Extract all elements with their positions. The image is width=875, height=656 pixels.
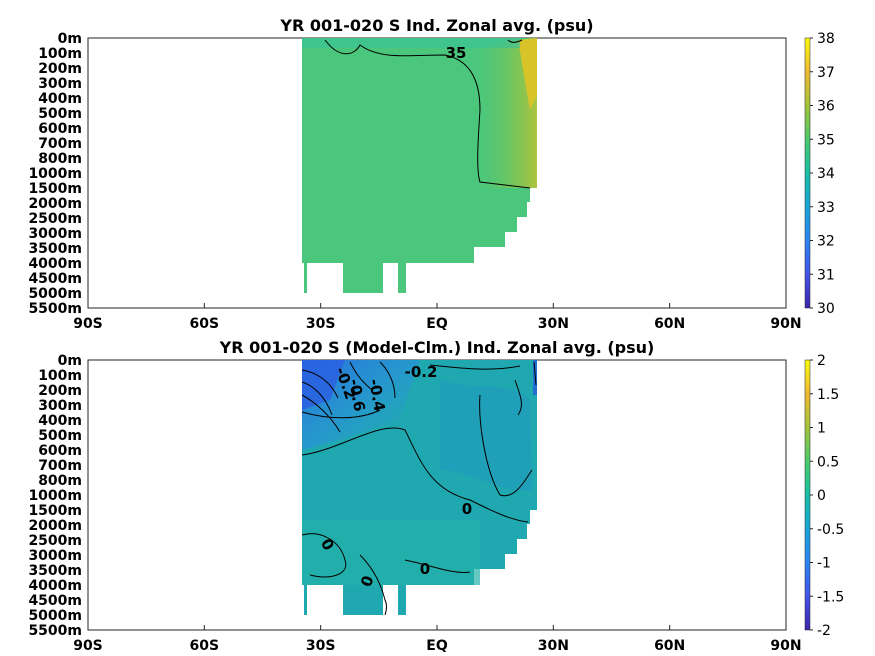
y-tick-label: 1000m [28, 488, 82, 504]
y-tick-label: 300m [38, 398, 82, 414]
x-tick-label: EQ [426, 316, 448, 332]
x-tick-label: EQ [426, 638, 448, 654]
y-tick-label: 200m [38, 61, 82, 77]
y-tick-label: 4500m [28, 593, 82, 609]
y-tick-label: 300m [38, 76, 82, 92]
x-tick-label: 90S [73, 638, 103, 654]
y-tick-label: 400m [38, 91, 82, 107]
y-tick-label: 200m [38, 383, 82, 399]
y-tick-label: 2000m [28, 196, 82, 212]
y-tick-label: 3500m [28, 563, 82, 579]
panel2-title: YR 001-020 S (Model-Clm.) Ind. Zonal avg… [219, 338, 655, 357]
colorbar-tick-label: 1.5 [817, 387, 839, 403]
y-tick-label: 3500m [28, 241, 82, 257]
colorbar-tick-label: 1 [817, 421, 826, 437]
y-tick-label: 700m [38, 136, 82, 152]
y-tick-label: 5000m [28, 608, 82, 624]
x-tick-label: 60S [190, 638, 220, 654]
x-tick-label: 90N [770, 316, 801, 332]
colorbar-tick-label: -2 [817, 623, 831, 639]
panel1-colorbar-ticks: 30 31 32 33 34 35 36 37 38 [810, 31, 835, 317]
y-tick-label: 3000m [28, 548, 82, 564]
panel2-contour-label: -0.4 [365, 377, 388, 412]
colorbar-tick-label: 35 [817, 132, 835, 148]
colorbar-tick-label: 37 [817, 65, 835, 81]
colorbar-tick-label: 2 [817, 353, 826, 369]
colorbar-tick-label: 38 [817, 31, 835, 47]
x-tick-label: 30N [538, 316, 569, 332]
y-tick-label: 500m [38, 428, 82, 444]
y-tick-label: 100m [38, 46, 82, 62]
y-tick-label: 5500m [28, 623, 82, 639]
y-tick-label: 800m [38, 473, 82, 489]
y-tick-label: 2500m [28, 533, 82, 549]
colorbar-tick-label: 0.5 [817, 454, 839, 470]
y-tick-label: 1000m [28, 166, 82, 182]
panel2-contour-label: -0.6 [345, 377, 368, 412]
y-tick-label: 3000m [28, 226, 82, 242]
y-tick-label: 5500m [28, 301, 82, 317]
panel1-x-tick-labels: 90S 60S 30S EQ 30N 60N 90N [73, 303, 802, 332]
colorbar-tick-label: -0.5 [817, 522, 844, 538]
colorbar-tick-label: 33 [817, 200, 835, 216]
x-tick-label: 90N [770, 638, 801, 654]
panel1-salinity-field [302, 38, 537, 293]
y-tick-label: 500m [38, 106, 82, 122]
y-tick-label: 0m [58, 353, 82, 369]
y-tick-label: 700m [38, 458, 82, 474]
y-tick-label: 1500m [28, 181, 82, 197]
panel1-contour-label: 35 [446, 44, 467, 62]
y-tick-label: 2000m [28, 518, 82, 534]
panel2-contour-label: 0 [462, 500, 472, 518]
panel2-contour-label: 0 [420, 560, 430, 578]
y-tick-label: 400m [38, 413, 82, 429]
colorbar-tick-label: 31 [817, 267, 835, 283]
x-tick-label: 30S [306, 638, 336, 654]
colorbar-tick-label: -1.5 [817, 589, 844, 605]
y-tick-label: 4000m [28, 256, 82, 272]
x-tick-label: 60N [654, 638, 685, 654]
y-tick-label: 0m [58, 31, 82, 47]
x-tick-label: 30S [306, 316, 336, 332]
y-tick-label: 1500m [28, 503, 82, 519]
x-tick-label: 90S [73, 316, 103, 332]
y-tick-label: 600m [38, 443, 82, 459]
x-tick-label: 60S [190, 316, 220, 332]
y-tick-label: 100m [38, 368, 82, 384]
y-tick-label: 5000m [28, 286, 82, 302]
panel2-colorbar-ticks: -2 -1.5 -1 -0.5 0 0.5 1 1.5 2 [810, 353, 844, 639]
panel1-contours [324, 39, 531, 189]
colorbar-tick-label: -1 [817, 556, 831, 572]
colorbar-tick-label: 30 [817, 301, 835, 317]
colorbar-tick-label: 34 [817, 166, 835, 182]
colorbar-tick-label: 32 [817, 234, 835, 250]
y-tick-label: 4500m [28, 271, 82, 287]
x-tick-label: 60N [654, 316, 685, 332]
y-tick-label: 4000m [28, 578, 82, 594]
y-tick-label: 800m [38, 151, 82, 167]
panel1-colorbar [804, 37, 811, 309]
y-tick-label: 600m [38, 121, 82, 137]
panel2-y-tick-labels: 0m100m200m300m400m500m600m700m800m1000m1… [28, 353, 82, 639]
y-tick-label: 2500m [28, 211, 82, 227]
panel2-colorbar [804, 359, 811, 631]
colorbar-tick-label: 0 [817, 488, 826, 504]
colorbar-tick-label: 36 [817, 99, 835, 115]
panel2-x-tick-labels: 90S 60S 30S EQ 30N 60N 90N [73, 625, 802, 654]
panel2-contours [301, 361, 537, 616]
panel1-title: YR 001-020 S Ind. Zonal avg. (psu) [279, 16, 593, 35]
panel2-contour-label: -0.2 [405, 363, 438, 381]
panel1-y-tick-labels: 0m100m200m300m400m500m600m700m800m1000m1… [28, 31, 82, 317]
x-tick-label: 30N [538, 638, 569, 654]
